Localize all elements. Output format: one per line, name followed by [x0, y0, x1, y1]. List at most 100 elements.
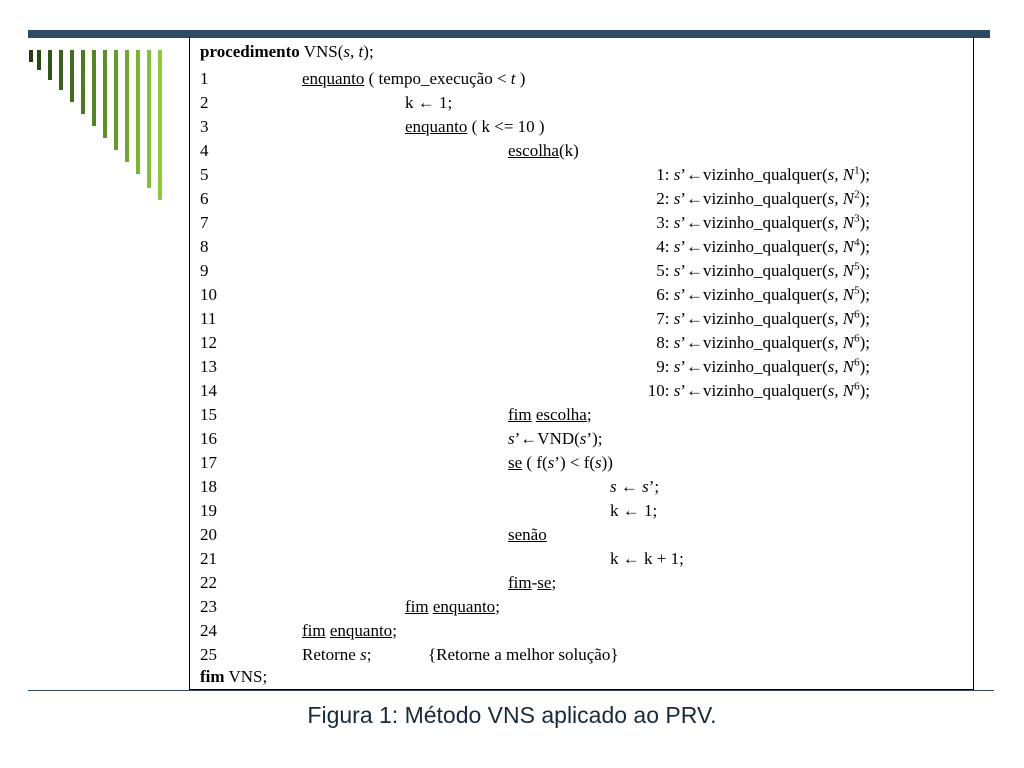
- neighbor-call: 5: s’←vizinho_qualquer(s, N5);: [656, 259, 870, 283]
- decorative-stripe: [59, 50, 63, 90]
- var-s: s: [673, 381, 681, 400]
- var-s: s: [827, 165, 835, 184]
- code-text: ’←vizinho_qualquer(: [680, 309, 828, 328]
- decorative-stripe: [125, 50, 129, 162]
- code-text: );: [859, 309, 870, 328]
- var-N: N: [842, 333, 855, 352]
- var-s: s: [642, 477, 649, 496]
- line-number: 23: [200, 597, 217, 616]
- decorative-stripe: [29, 50, 33, 62]
- line-number: 1: [200, 69, 209, 88]
- neighbor-index: 10:: [647, 381, 674, 400]
- var-s: s: [673, 357, 681, 376]
- code-text: ;: [495, 597, 500, 616]
- line-number: 20: [200, 525, 217, 544]
- code-text: ’) < f(: [554, 453, 596, 472]
- var-N: N: [842, 261, 855, 280]
- header-sep: ,: [350, 42, 359, 61]
- code-text: ( f(: [522, 453, 548, 472]
- code-text: ’;: [648, 477, 660, 496]
- code-text: ): [515, 69, 526, 88]
- neighbor-call: 10: s’←vizinho_qualquer(s, N6);: [648, 379, 870, 403]
- var-N: N: [842, 309, 855, 328]
- code-text: ’←vizinho_qualquer(: [680, 213, 828, 232]
- code-text: );: [859, 165, 870, 184]
- var-N: N: [842, 237, 855, 256]
- neighbor-call: 8: s’←vizinho_qualquer(s, N6);: [656, 331, 870, 355]
- line-number: 2: [200, 93, 209, 112]
- decorative-stripe: [48, 50, 52, 80]
- var-s: s: [673, 285, 681, 304]
- keyword-fim: fim: [200, 667, 225, 686]
- var-N: N: [842, 357, 855, 376]
- keyword-fim: fim: [405, 597, 429, 616]
- code-text: ’←vizinho_qualquer(: [680, 333, 828, 352]
- code-text: ’←vizinho_qualquer(: [680, 381, 828, 400]
- neighborhood-index: 6: [854, 308, 860, 321]
- var-s: s: [827, 357, 835, 376]
- code-text: ’←vizinho_qualquer(: [680, 165, 828, 184]
- var-s: s: [673, 213, 681, 232]
- var-s: s: [827, 333, 835, 352]
- code-text: k ← 1;: [405, 93, 453, 112]
- keyword-se: se: [508, 453, 523, 472]
- top-title-bar: [28, 30, 990, 38]
- neighbor-call: 3: s’←vizinho_qualquer(s, N3);: [656, 211, 870, 235]
- var-s: s: [360, 645, 367, 664]
- var-s: s: [673, 165, 681, 184]
- code-text: ’←VND(: [514, 429, 580, 448]
- code-text: );: [859, 237, 870, 256]
- var-s: s: [673, 237, 681, 256]
- code-text: );: [859, 285, 870, 304]
- var-s: s: [827, 309, 835, 328]
- code-text: ( k <= 10 ): [467, 117, 545, 136]
- var-s: s: [827, 285, 835, 304]
- line-number: 8: [200, 237, 209, 256]
- neighborhood-index: 1: [854, 164, 860, 177]
- neighbor-index: 7:: [656, 309, 674, 328]
- neighbor-call: 9: s’←vizinho_qualquer(s, N6);: [656, 355, 870, 379]
- line-number: 5: [200, 165, 209, 184]
- var-s: s: [827, 261, 835, 280]
- var-N: N: [842, 213, 855, 232]
- neighbor-call: 6: s’←vizinho_qualquer(s, N5);: [656, 283, 870, 307]
- var-s: s: [579, 429, 587, 448]
- decorative-stripe: [114, 50, 118, 150]
- line-number: 10: [200, 285, 217, 304]
- keyword-escolha: escolha: [508, 141, 559, 160]
- neighbor-call: 4: s’←vizinho_qualquer(s, N4);: [656, 235, 870, 259]
- line-number: 16: [200, 429, 217, 448]
- decorative-stripe: [81, 50, 85, 114]
- keyword-enquanto: enquanto: [405, 117, 468, 136]
- neighbor-index: 5:: [656, 261, 674, 280]
- algorithm-box: [189, 37, 974, 690]
- code-text: ,: [834, 237, 843, 256]
- line-number: 25: [200, 645, 217, 664]
- neighborhood-index: 6: [854, 356, 860, 369]
- code-text: ,: [834, 333, 843, 352]
- code-text: );: [859, 189, 870, 208]
- keyword-se: se: [537, 573, 552, 592]
- line-number: 24: [200, 621, 217, 640]
- var-N: N: [842, 285, 855, 304]
- code-text: ’←vizinho_qualquer(: [680, 285, 828, 304]
- code-text: ;: [586, 405, 592, 424]
- code-text: );: [859, 333, 870, 352]
- code-text: ,: [834, 381, 843, 400]
- var-s: s: [827, 213, 835, 232]
- var-N: N: [842, 189, 855, 208]
- neighbor-index: 4:: [656, 237, 674, 256]
- code-text: );: [859, 357, 870, 376]
- header-text: VNS(: [299, 42, 344, 61]
- decorative-stripe: [136, 50, 140, 174]
- line-number: 13: [200, 357, 217, 376]
- line-number: 6: [200, 189, 209, 208]
- keyword-fim: fim: [508, 405, 532, 424]
- code-text: ,: [834, 261, 843, 280]
- neighborhood-index: 3: [854, 212, 860, 225]
- code-text: -: [531, 573, 538, 592]
- var-s: s: [827, 237, 835, 256]
- neighbor-call: 2: s’←vizinho_qualquer(s, N2);: [656, 187, 870, 211]
- decorative-stripe: [70, 50, 74, 102]
- neighbor-index: 1:: [656, 165, 674, 184]
